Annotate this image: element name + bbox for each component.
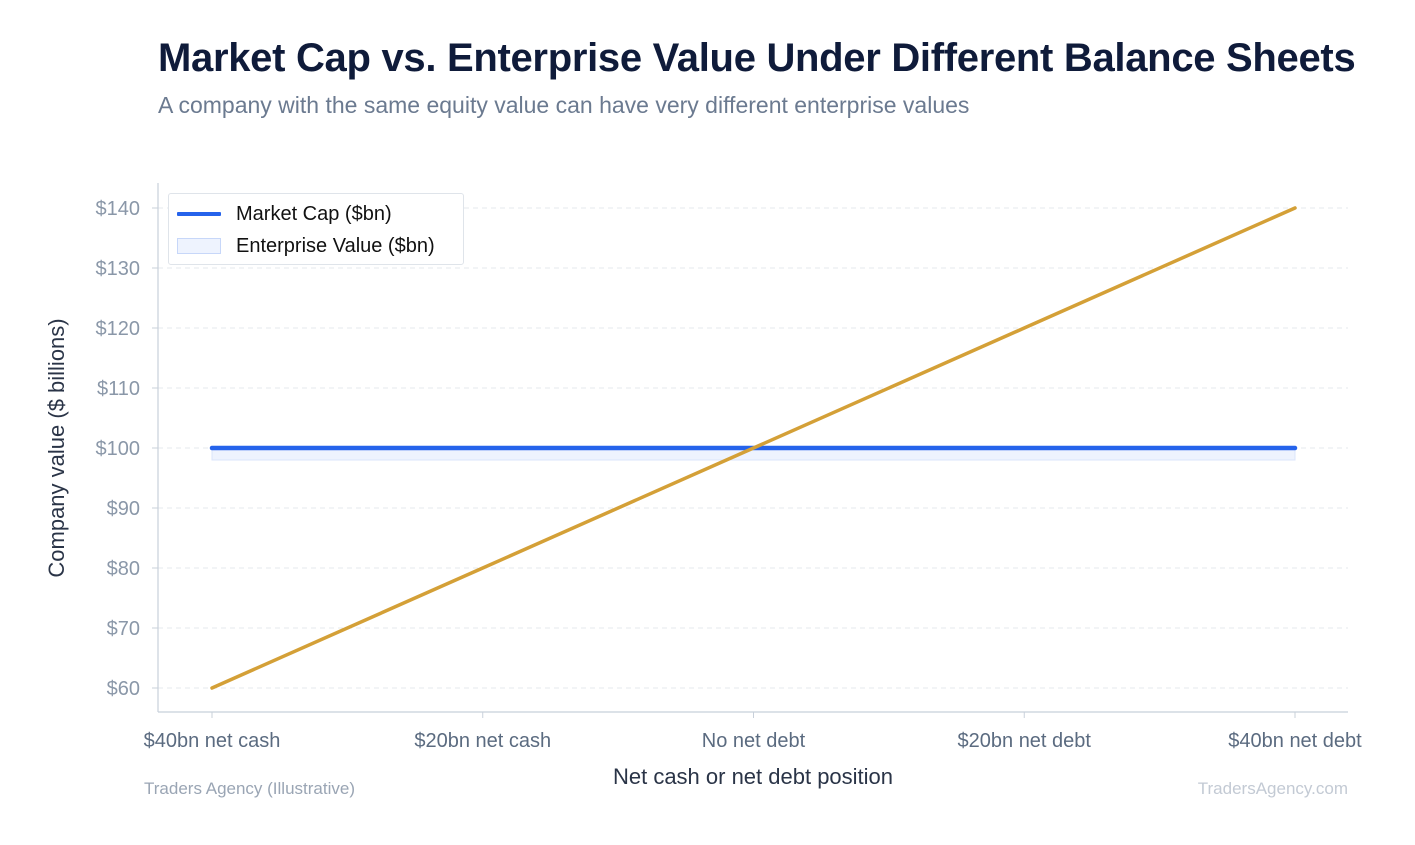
source-note: Traders Agency (Illustrative) — [144, 779, 355, 798]
y-tick-label: $100 — [96, 438, 141, 460]
chart-subtitle: A company with the same equity value can… — [158, 92, 970, 118]
legend-swatch-market-cap — [177, 212, 221, 216]
axes — [152, 183, 1348, 718]
y-tick-label: $120 — [96, 318, 141, 340]
chart-title: Market Cap vs. Enterprise Value Under Di… — [158, 36, 1356, 80]
y-tick-label: $90 — [107, 498, 140, 520]
y-axis-title: Company value ($ billions) — [44, 318, 69, 577]
y-tick-label: $70 — [107, 618, 140, 640]
legend-label-market-cap: Market Cap ($bn) — [236, 202, 392, 225]
y-tick-label: $130 — [96, 258, 141, 280]
x-tick-label: No net debt — [702, 730, 806, 752]
brand-watermark: TradersAgency.com — [1197, 779, 1348, 798]
chart-legend: Market Cap ($bn) Enterprise Value ($bn) — [168, 193, 464, 265]
x-tick-label: $20bn net debt — [958, 730, 1092, 752]
x-tick-label: $40bn net debt — [1228, 730, 1362, 752]
x-axis-title: Net cash or net debt position — [613, 764, 893, 789]
x-tick-label: $40bn net cash — [144, 730, 281, 752]
tick-labels: $60 $70 $80 $90 $100 $110 $120 $130 $140 $40bn ne… — [96, 198, 1363, 752]
enterprise-value-line — [210, 206, 1297, 690]
legend-label-enterprise-value: Enterprise Value ($bn) — [236, 234, 435, 257]
legend-item-market-cap: Market Cap ($bn) — [177, 202, 392, 226]
legend-swatch-enterprise-value — [177, 238, 221, 254]
legend-item-enterprise-value: Enterprise Value ($bn) — [177, 234, 435, 258]
series — [209, 206, 1298, 690]
y-tick-label: $140 — [96, 198, 141, 220]
y-tick-label: $80 — [107, 558, 140, 580]
y-tick-label: $60 — [107, 678, 140, 700]
y-tick-label: $110 — [97, 378, 140, 400]
x-tick-label: $20bn net cash — [414, 730, 551, 752]
